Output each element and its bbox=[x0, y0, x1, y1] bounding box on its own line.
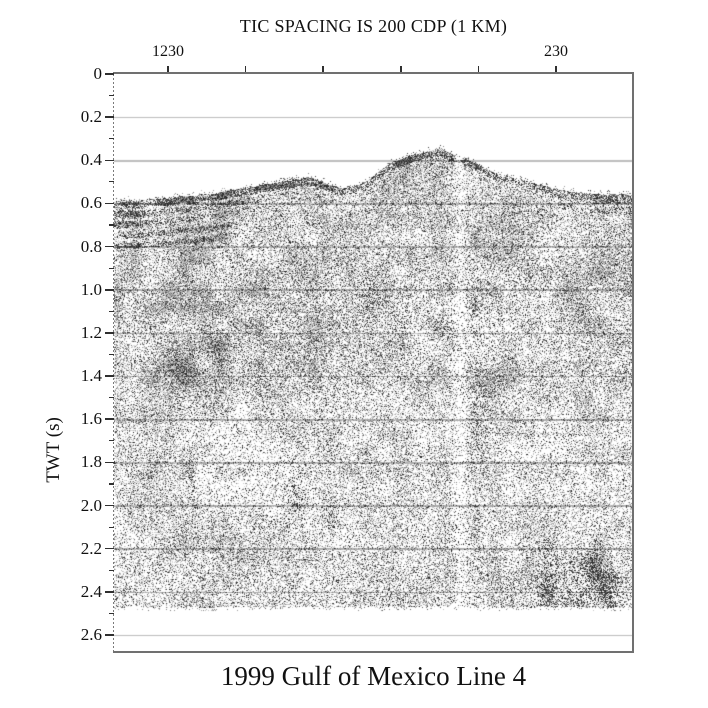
y-tick-major bbox=[105, 159, 114, 162]
y-tick-label: 1.0 bbox=[80, 279, 102, 299]
y-tick-major bbox=[105, 332, 114, 334]
y-tick-major bbox=[105, 202, 114, 205]
plot-area bbox=[114, 74, 633, 652]
y-tick-major bbox=[105, 504, 114, 507]
y-tick-label: 1.4 bbox=[80, 366, 102, 386]
x-tick-label: 1230 bbox=[152, 43, 184, 60]
y-tick-major bbox=[105, 116, 114, 118]
x-tick bbox=[555, 66, 557, 74]
y-axis-label: TWT (s) bbox=[43, 417, 64, 483]
y-tick-minor bbox=[109, 612, 114, 614]
y-tick-minor bbox=[109, 94, 114, 97]
y-tick-label: 0 bbox=[93, 64, 103, 83]
x-tick bbox=[322, 66, 324, 74]
y-tick-label: 0.4 bbox=[80, 150, 102, 170]
y-tick-minor bbox=[109, 138, 114, 140]
plot-title: TIC SPACING IS 200 CDP (1 KM) bbox=[239, 16, 508, 36]
y-tick-label: 1.6 bbox=[80, 409, 102, 429]
y-tick-minor bbox=[109, 569, 114, 571]
y-tick-major bbox=[105, 245, 114, 248]
y-tick-minor bbox=[109, 310, 114, 312]
y-tick-minor bbox=[109, 440, 114, 442]
y-tick-major bbox=[105, 73, 114, 75]
y-tick-major bbox=[105, 375, 114, 377]
plot-border-right bbox=[632, 72, 634, 653]
y-tick-major bbox=[105, 288, 114, 291]
y-tick-minor bbox=[109, 224, 114, 226]
y-tick-major bbox=[105, 634, 114, 636]
y-tick-major bbox=[105, 591, 114, 593]
x-tick-label: 230 bbox=[544, 43, 568, 60]
x-tick bbox=[244, 66, 247, 74]
y-tick-major bbox=[105, 547, 114, 550]
plot-border-top bbox=[113, 72, 634, 74]
y-tick-major bbox=[105, 461, 114, 464]
seismic-section-canvas bbox=[114, 74, 633, 652]
y-tick-label: 1.2 bbox=[80, 322, 102, 342]
y-tick-minor bbox=[109, 181, 114, 183]
y-tick-label: 0.2 bbox=[80, 107, 102, 127]
y-tick-label: 1.8 bbox=[80, 452, 102, 472]
plot-border-left bbox=[113, 74, 114, 651]
y-tick-label: 2.6 bbox=[80, 625, 102, 644]
y-tick-label: 2.0 bbox=[80, 495, 102, 515]
x-tick bbox=[400, 66, 402, 74]
y-tick-minor bbox=[109, 353, 114, 356]
y-tick-major bbox=[105, 418, 114, 421]
y-tick-label: 0.8 bbox=[80, 236, 102, 256]
y-tick-label: 2.4 bbox=[80, 581, 102, 601]
y-tick-minor bbox=[109, 483, 114, 485]
plot-border-bottom bbox=[113, 651, 634, 653]
x-tick bbox=[167, 66, 169, 74]
y-tick-minor bbox=[109, 397, 114, 399]
y-tick-label: 0.6 bbox=[80, 193, 102, 213]
y-tick-minor bbox=[109, 526, 114, 528]
x-tick bbox=[477, 66, 480, 74]
y-tick-minor bbox=[109, 267, 114, 269]
figure-caption: 1999 Gulf of Mexico Line 4 bbox=[220, 661, 527, 691]
y-tick-label: 2.2 bbox=[80, 538, 102, 558]
